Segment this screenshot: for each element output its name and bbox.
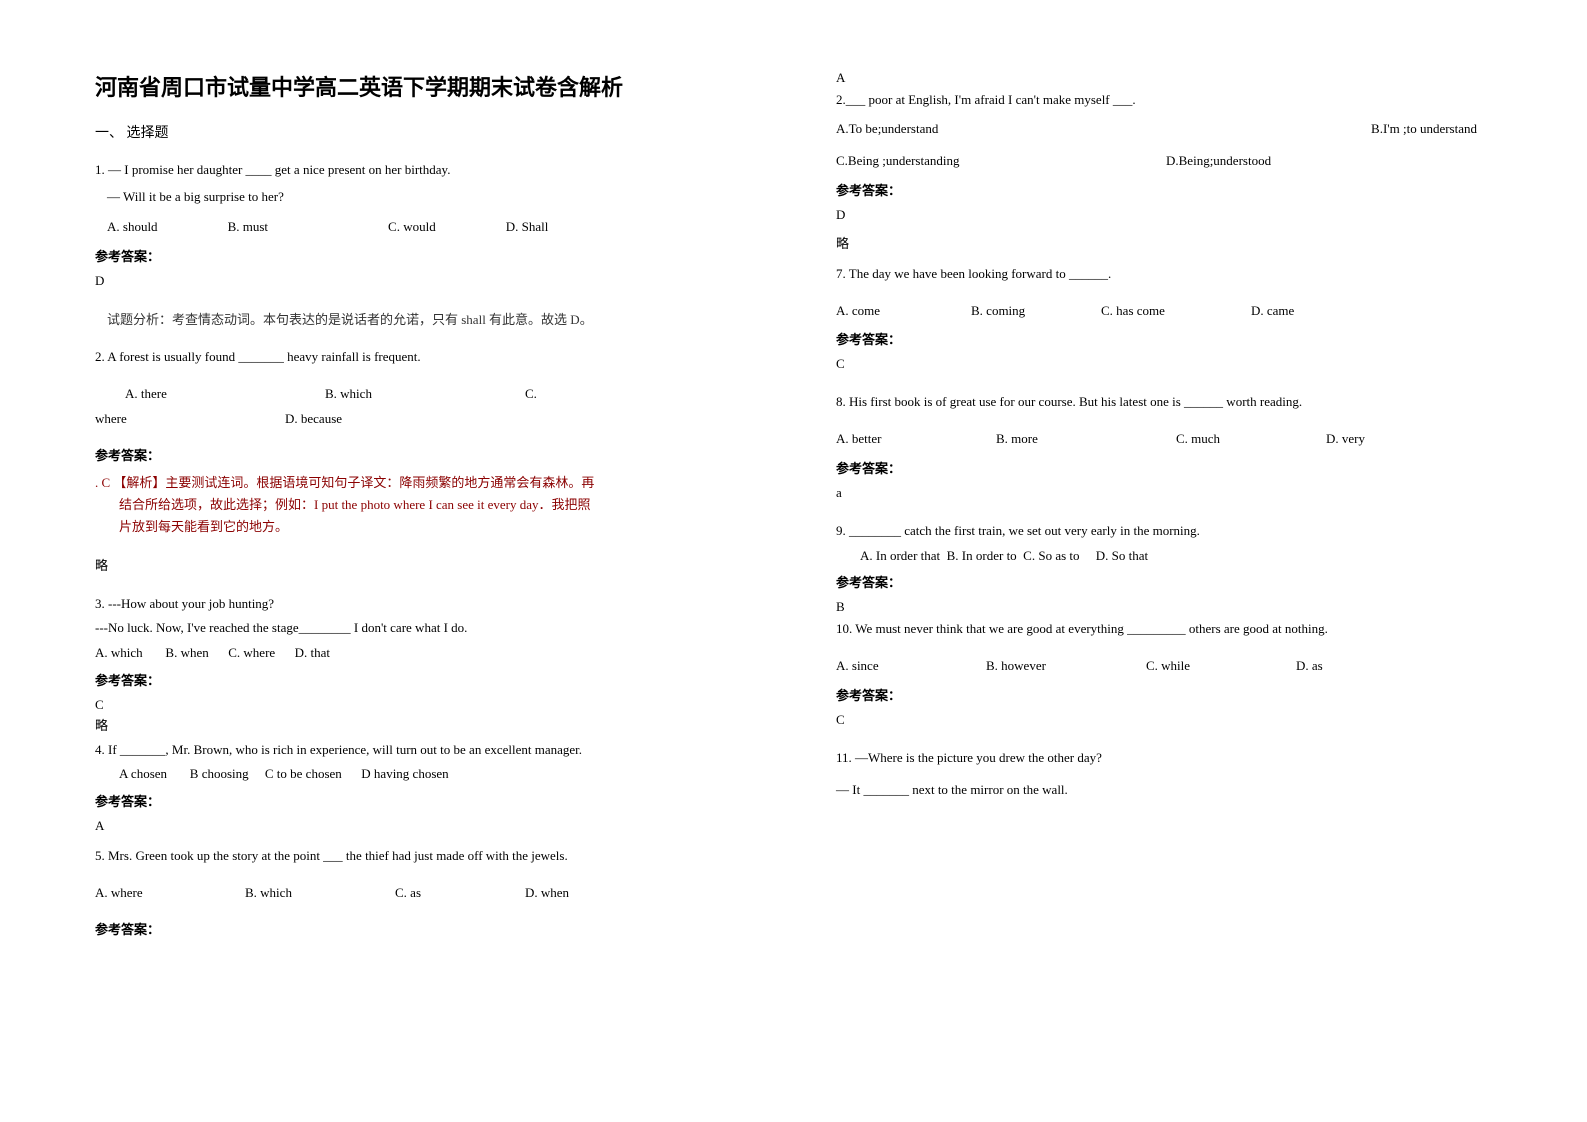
- q1-optD: D. Shall: [506, 215, 549, 240]
- q3-answer-post: 略: [95, 715, 776, 734]
- q6-stem: 2.___ poor at English, I'm afraid I can'…: [836, 88, 1547, 113]
- q8-optD: D. very: [1326, 427, 1365, 452]
- q10-options: A. since B. however C. while D. as: [836, 654, 1547, 679]
- q7-stem: 7. The day we have been looking forward …: [836, 262, 1547, 287]
- q8-optB: B. more: [996, 427, 1176, 452]
- q8-optC: C. much: [1176, 427, 1326, 452]
- q9-stem: 9. ________ catch the first train, we se…: [836, 519, 1547, 544]
- q2-optC: C.: [525, 382, 537, 407]
- q2-options-row2: where D. because: [95, 407, 776, 432]
- q9-answer: B: [836, 599, 1547, 615]
- q9: 9. ________ catch the first train, we se…: [836, 519, 1547, 568]
- q5-stem: 5. Mrs. Green took up the story at the p…: [95, 844, 776, 869]
- q1-line1: 1. — I promise her daughter ____ get a n…: [95, 158, 776, 183]
- q3-opts: A. which B. when C. where D. that: [95, 641, 776, 666]
- q7-options: A. come B. coming C. has come D. came: [836, 299, 1547, 324]
- q2-analysis1: . C 【解析】主要测试连词。根据语境可知句子译文：降雨频繁的地方通常会有森林。…: [95, 472, 776, 494]
- q8-options: A. better B. more C. much D. very: [836, 427, 1547, 452]
- q5-optA: A. where: [95, 881, 245, 906]
- q2-optB: B. which: [325, 382, 525, 407]
- q4-stem: 4. If _______, Mr. Brown, who is rich in…: [95, 738, 776, 763]
- q6-answer-label: 参考答案：: [836, 180, 1547, 199]
- q2-analysis2: 结合所给选项，故此选择；例如：I put the photo where I c…: [95, 494, 776, 516]
- q9-opts: A. In order that B. In order to C. So as…: [836, 544, 1547, 569]
- q3-line2: ---No luck. Now, I've reached the stage_…: [95, 616, 776, 641]
- q5-options: A. where B. which C. as D. when: [95, 881, 776, 906]
- q7-optB: B. coming: [971, 299, 1101, 324]
- q4-answer-label: 参考答案：: [95, 791, 776, 810]
- q8-optA: A. better: [836, 427, 996, 452]
- right-column: A 2.___ poor at English, I'm afraid I ca…: [821, 70, 1547, 1092]
- q6-options-row1: A.To be;understand B.I'm ;to understand: [836, 117, 1547, 142]
- left-column: 河南省周口市试量中学高二英语下学期期末试卷含解析 一、 选择题 1. — I p…: [95, 70, 821, 1092]
- q4-answer: A: [95, 818, 776, 834]
- q5-optD: D. when: [525, 881, 569, 906]
- q6-optA: A.To be;understand: [836, 117, 938, 142]
- q6-options-row2: C.Being ;understanding D.Being;understoo…: [836, 149, 1547, 174]
- q7-optD: D. came: [1251, 299, 1294, 324]
- q2-answer-label: 参考答案：: [95, 445, 776, 464]
- q6-optB: B.I'm ;to understand: [1371, 117, 1547, 142]
- q1-optC: C. would: [388, 215, 436, 240]
- q6-answer: D: [836, 207, 1547, 223]
- q8-stem: 8. His first book is of great use for ou…: [836, 390, 1547, 415]
- q7-optC: C. has come: [1101, 299, 1251, 324]
- q1-options: A. should B. must C. would D. Shall: [95, 215, 776, 240]
- q3-answer-label: 参考答案：: [95, 670, 776, 689]
- page-title: 河南省周口市试量中学高二英语下学期期末试卷含解析: [95, 70, 776, 102]
- q3: 3. ---How about your job hunting? ---No …: [95, 592, 776, 666]
- q7-optA: A. come: [836, 299, 971, 324]
- q5-optC: C. as: [395, 881, 525, 906]
- q6-answer-post: 略: [836, 233, 1547, 252]
- q10-stem: 10. We must never think that we are good…: [836, 617, 1547, 642]
- q1-analysis: 试题分析：考查情态动词。本句表达的是说话者的允诺，只有 shall 有此意。故选…: [95, 305, 776, 335]
- q2-optD: D. because: [285, 407, 342, 432]
- q10-optC: C. while: [1146, 654, 1296, 679]
- q10-answer: C: [836, 712, 1547, 728]
- q1-optA: A. should: [107, 215, 158, 240]
- q1-answer-label: 参考答案：: [95, 246, 776, 265]
- q6-optC: C.Being ;understanding: [836, 149, 1166, 174]
- q7-answer: C: [836, 356, 1547, 372]
- q10-optB: B. however: [986, 654, 1146, 679]
- q2-answer-post: 略: [95, 555, 776, 574]
- q8-answer-label: 参考答案：: [836, 458, 1547, 477]
- q2-options-row1: A. there B. which C.: [95, 382, 776, 407]
- q1-answer: D: [95, 273, 776, 289]
- q11: 11. —Where is the picture you drew the o…: [836, 746, 1547, 803]
- q3-answer: C: [95, 697, 776, 713]
- q5-answer-label: 参考答案：: [95, 919, 776, 938]
- q4-opts: A chosen B choosing C to be chosen D hav…: [95, 762, 776, 787]
- q3-line1: 3. ---How about your job hunting?: [95, 592, 776, 617]
- q10-optD: D. as: [1296, 654, 1323, 679]
- q5-optB: B. which: [245, 881, 395, 906]
- q1-line2: — Will it be a big surprise to her?: [95, 185, 776, 210]
- q2-analysis3: 片放到每天能看到它的地方。: [95, 516, 776, 538]
- q2-optC-cont: where: [95, 407, 285, 432]
- q1-optB: B. must: [228, 215, 268, 240]
- q11-line2: — It _______ next to the mirror on the w…: [836, 778, 1547, 803]
- section-header: 一、 选择题: [95, 122, 776, 142]
- q9-answer-label: 参考答案：: [836, 572, 1547, 591]
- q5-answer: A: [836, 70, 1547, 86]
- q2-optA: A. there: [95, 382, 325, 407]
- q11-line1: 11. —Where is the picture you drew the o…: [836, 746, 1547, 771]
- q8-answer: a: [836, 485, 1547, 501]
- q1-stem: 1. — I promise her daughter ____ get a n…: [95, 158, 776, 211]
- q10-answer-label: 参考答案：: [836, 685, 1547, 704]
- q7-answer-label: 参考答案：: [836, 329, 1547, 348]
- q2-analysis: . C 【解析】主要测试连词。根据语境可知句子译文：降雨频繁的地方通常会有森林。…: [95, 472, 776, 538]
- q10-optA: A. since: [836, 654, 986, 679]
- q2-stem: 2. A forest is usually found _______ hea…: [95, 345, 776, 370]
- q4: 4. If _______, Mr. Brown, who is rich in…: [95, 738, 776, 787]
- q6-optD: D.Being;understood: [1166, 149, 1271, 174]
